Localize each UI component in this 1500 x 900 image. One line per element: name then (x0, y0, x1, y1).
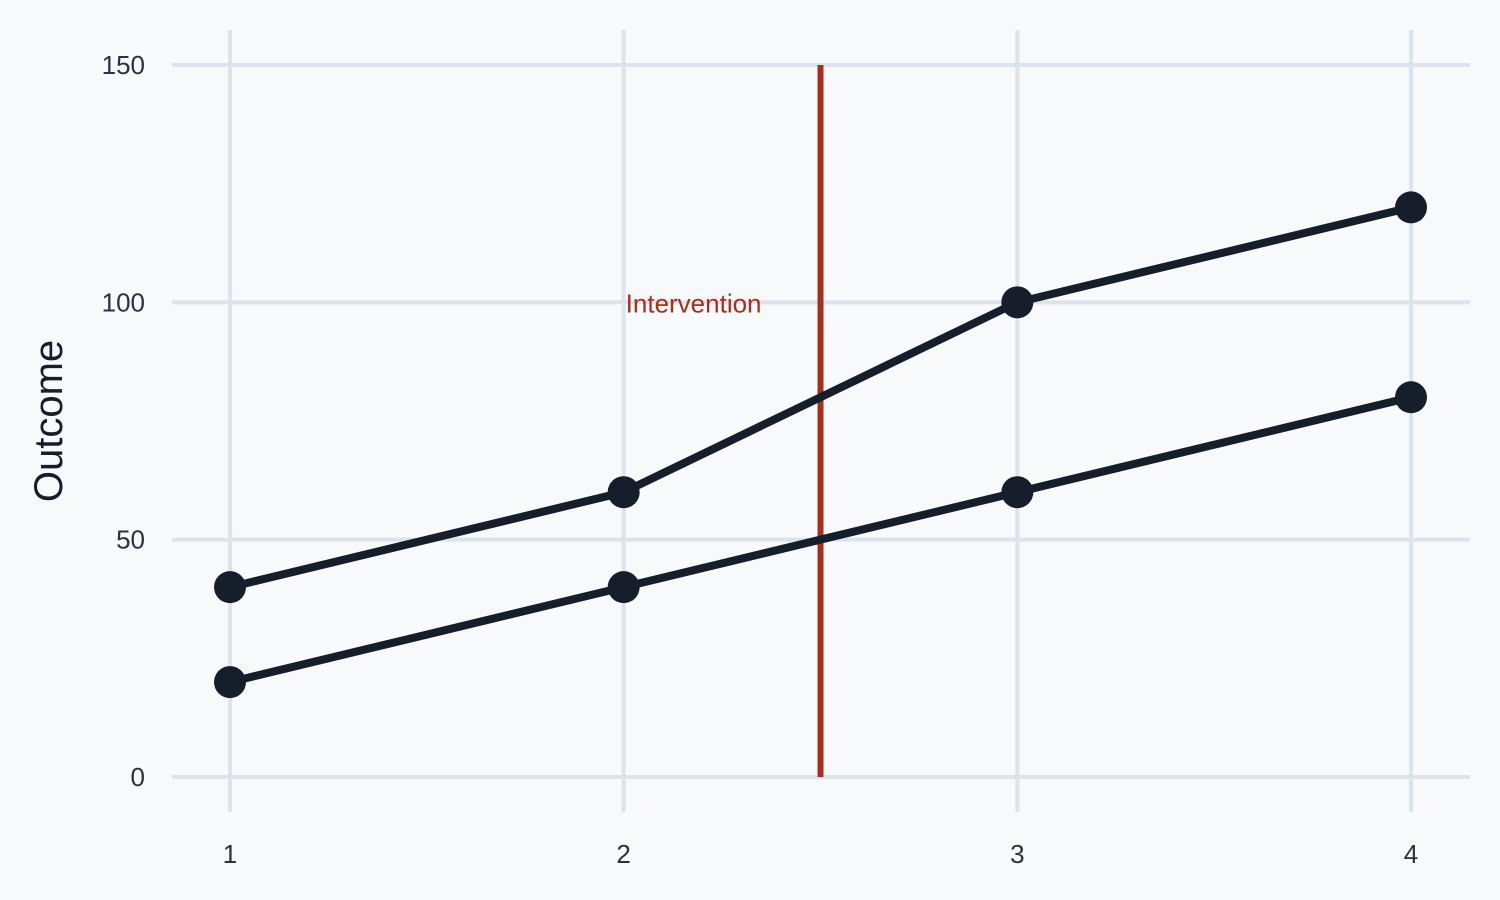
x-tick-label: 3 (1010, 839, 1024, 869)
y-axis-ticks: 0 50 100 150 (102, 50, 145, 792)
series-line-2 (229, 393, 1412, 686)
data-point (1395, 191, 1427, 224)
series-group (214, 191, 1427, 699)
intervention-annotation: Intervention (626, 288, 762, 318)
data-point (607, 571, 640, 604)
data-point (1001, 286, 1034, 319)
y-tick-label: 50 (116, 525, 145, 555)
y-tick-label: 150 (102, 50, 145, 80)
x-axis-ticks: 1 2 3 4 (223, 839, 1418, 869)
data-point (214, 571, 246, 604)
y-tick-label: 0 (131, 762, 145, 792)
data-point (214, 666, 246, 699)
x-tick-label: 1 (223, 839, 237, 869)
data-point (607, 476, 640, 509)
data-point (1395, 381, 1427, 414)
x-tick-label: 2 (616, 839, 630, 869)
y-axis-label: Outcome (27, 340, 71, 502)
series-line-1 (229, 203, 1412, 592)
data-point (1001, 476, 1034, 509)
y-tick-label: 100 (102, 287, 145, 317)
x-tick-label: 4 (1404, 839, 1418, 869)
